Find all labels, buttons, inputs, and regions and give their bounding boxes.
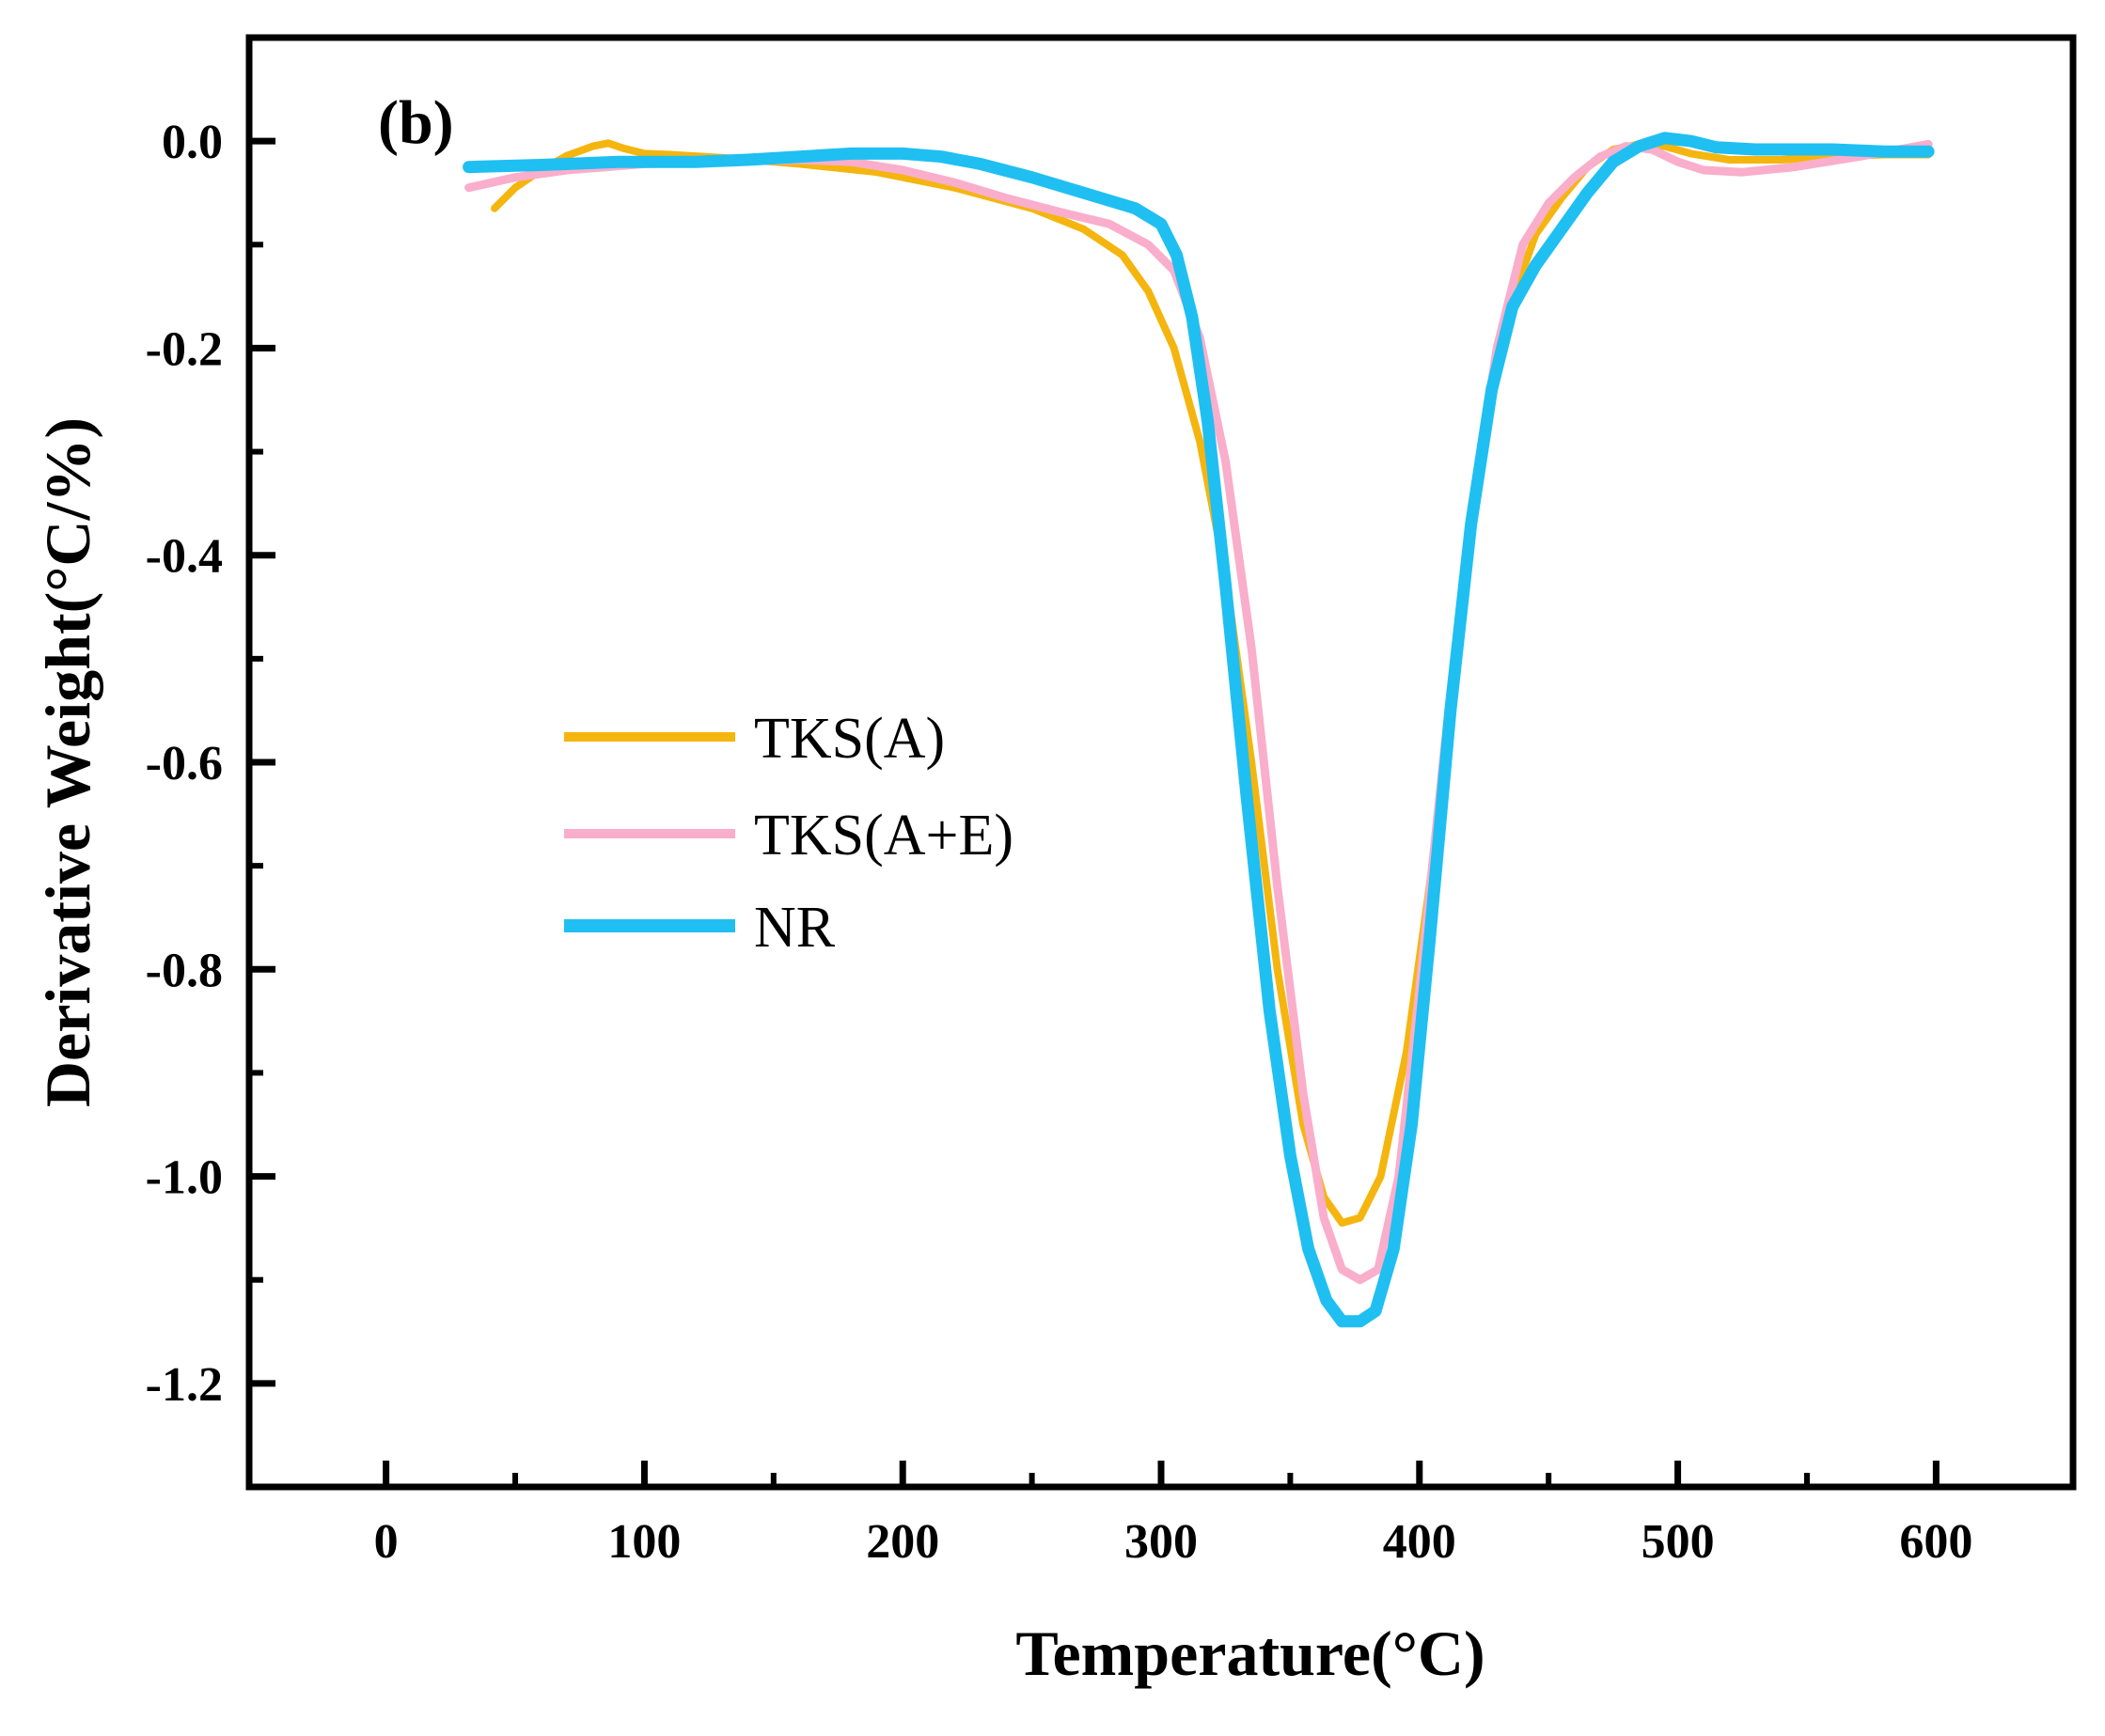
series-line-tks-a-e: [464, 139, 1933, 1285]
y-tick-label: -0.2: [146, 322, 223, 376]
x-tick-label: 500: [1642, 1515, 1715, 1569]
x-tick-label: 0: [374, 1515, 399, 1569]
y-tick-label: -0.6: [146, 737, 223, 790]
x-tick-label: 300: [1124, 1515, 1198, 1569]
y-tick-label: -0.8: [146, 944, 223, 997]
x-tick-label: 400: [1383, 1515, 1456, 1569]
y-axis-title: Derivative Weight(°C/%): [32, 417, 103, 1107]
legend-label-tks-a-e: TKS(A+E): [754, 804, 1013, 868]
series-line-nr: [463, 132, 1935, 1328]
legend-label-nr: NR: [754, 896, 836, 960]
series-line-tks-a: [491, 139, 1933, 1228]
tick-layer: 0 100 200 300 400 500 600 0.0 -0.2 -0.4 -0.6 -0.8 -1…: [146, 35, 1972, 1569]
x-tick-label: 100: [607, 1515, 681, 1569]
x-tick-label: 200: [866, 1515, 939, 1569]
y-tick-label: -1.0: [146, 1151, 223, 1205]
y-tick-label: -1.2: [146, 1358, 223, 1412]
legend: TKS(A) TKS(A+E) NR: [564, 707, 1013, 960]
panel-label: (b): [378, 88, 454, 157]
y-tick-label: -0.4: [146, 530, 223, 584]
x-tick-label: 600: [1899, 1515, 1972, 1569]
legend-label-tks-a: TKS(A): [754, 707, 945, 771]
series-layer: [463, 132, 1935, 1328]
y-tick-label: 0.0: [162, 116, 223, 169]
x-axis-title: Temperature(°C): [1015, 1618, 1484, 1689]
